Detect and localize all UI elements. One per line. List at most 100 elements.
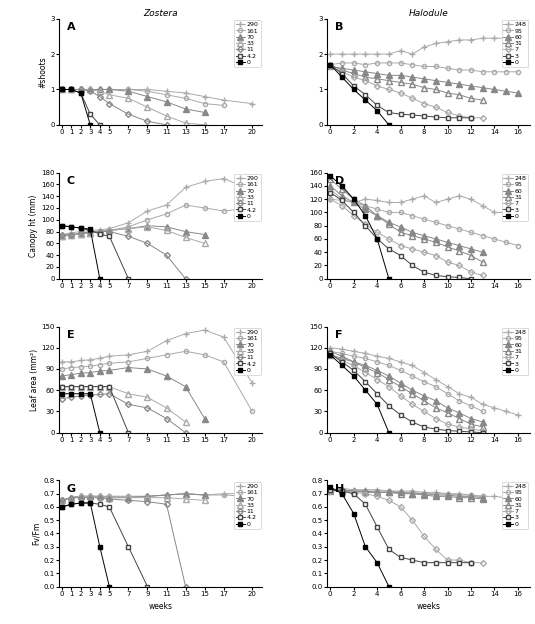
4.2	[58, 222, 65, 230]
290	[87, 492, 94, 500]
161	[58, 85, 65, 93]
0	[327, 484, 333, 491]
31	[433, 238, 439, 246]
95	[362, 354, 369, 362]
31	[398, 490, 404, 497]
4.2	[68, 223, 74, 231]
248	[386, 198, 392, 206]
290	[68, 85, 74, 93]
Line: 7: 7	[328, 64, 485, 120]
31	[456, 494, 462, 502]
31	[456, 91, 462, 99]
Legend: 248, 95, 60, 31, 7, 3, 0: 248, 95, 60, 31, 7, 3, 0	[501, 482, 529, 529]
248	[433, 40, 439, 47]
0	[58, 503, 65, 510]
70	[68, 85, 74, 93]
95	[433, 383, 439, 391]
95	[398, 489, 404, 496]
60	[362, 205, 369, 213]
95	[362, 487, 369, 495]
290	[58, 85, 65, 93]
Line: 11: 11	[59, 495, 188, 588]
3	[421, 423, 427, 431]
Line: 3: 3	[328, 62, 473, 120]
0	[339, 74, 345, 81]
60	[409, 74, 416, 81]
0	[362, 212, 369, 220]
31	[479, 423, 486, 431]
0	[87, 121, 94, 129]
7	[374, 228, 380, 236]
7	[468, 426, 474, 433]
248	[362, 51, 369, 58]
290	[58, 231, 65, 238]
95	[421, 63, 427, 71]
3	[445, 114, 451, 122]
161	[87, 492, 94, 500]
Line: 0: 0	[328, 353, 391, 435]
3	[398, 252, 404, 260]
Line: 290: 290	[59, 491, 255, 503]
Line: 95: 95	[328, 487, 485, 499]
95	[339, 486, 345, 494]
3	[350, 208, 357, 216]
95	[374, 358, 380, 366]
248	[398, 198, 404, 206]
11	[78, 230, 84, 237]
Line: 248: 248	[327, 345, 521, 417]
95	[433, 218, 439, 226]
0	[386, 583, 392, 590]
11	[68, 394, 74, 401]
0	[362, 386, 369, 394]
290	[182, 89, 189, 97]
3	[374, 523, 380, 530]
248	[374, 51, 380, 58]
Title: Halodule: Halodule	[408, 9, 448, 18]
Line: 31: 31	[327, 62, 485, 103]
95	[386, 362, 392, 369]
31	[386, 376, 392, 383]
60	[445, 491, 451, 499]
290	[163, 87, 170, 95]
3	[374, 102, 380, 109]
70	[87, 85, 94, 93]
161	[182, 202, 189, 209]
3	[398, 411, 404, 419]
31	[339, 487, 345, 495]
248	[386, 487, 392, 495]
3	[433, 426, 439, 433]
248	[409, 195, 416, 203]
95	[386, 208, 392, 216]
4.2	[87, 227, 94, 234]
3	[362, 500, 369, 508]
161	[106, 227, 112, 234]
161	[106, 492, 112, 500]
290	[163, 337, 170, 344]
3	[327, 61, 333, 69]
70	[125, 87, 132, 95]
31	[327, 61, 333, 69]
70	[125, 494, 132, 502]
95	[350, 487, 357, 495]
11	[106, 100, 112, 107]
95	[339, 195, 345, 203]
248	[398, 47, 404, 54]
7	[339, 357, 345, 364]
60	[362, 362, 369, 369]
248	[468, 394, 474, 401]
248	[339, 346, 345, 353]
Line: 290: 290	[59, 176, 255, 237]
31	[421, 235, 427, 243]
33	[125, 390, 132, 397]
248	[456, 490, 462, 497]
70	[106, 367, 112, 374]
Title: Zostera: Zostera	[143, 9, 178, 18]
161	[58, 232, 65, 240]
0	[78, 390, 84, 397]
248	[445, 490, 451, 497]
161	[68, 231, 74, 238]
60	[433, 397, 439, 404]
Line: 70: 70	[59, 87, 208, 115]
161	[97, 492, 103, 500]
31	[350, 195, 357, 203]
